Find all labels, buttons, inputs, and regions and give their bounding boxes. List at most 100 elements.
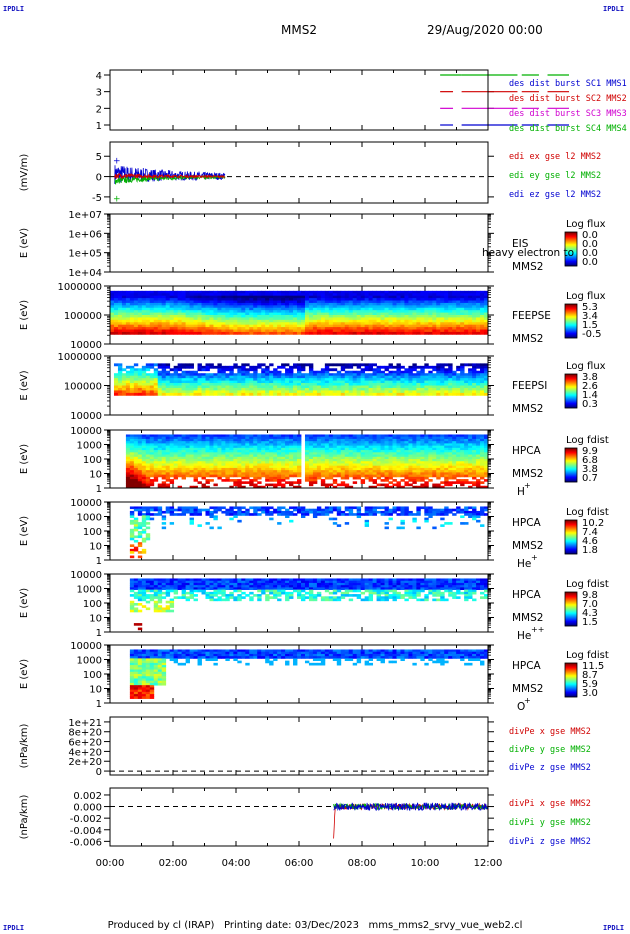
spectro-cell	[257, 443, 262, 447]
spectro-cell	[249, 319, 254, 323]
spectro-cell	[460, 327, 465, 330]
spectro-cell	[348, 310, 354, 313]
spectro-cell	[245, 305, 250, 309]
spectro-cell	[193, 302, 198, 306]
colorbar-cell	[565, 332, 577, 334]
spectro-cell	[269, 445, 274, 449]
spectro-cell	[432, 373, 437, 377]
spectro-cell	[161, 474, 167, 478]
spectro-cell	[428, 322, 433, 326]
spectro-cell	[368, 378, 374, 381]
spectro-cell	[304, 452, 310, 455]
spectro-cell	[145, 312, 151, 316]
spectro-cell	[133, 310, 139, 313]
spectro-cell	[149, 317, 155, 321]
spectro-cell	[110, 312, 115, 316]
spectro-cell	[289, 470, 294, 473]
spectro-cell	[137, 483, 143, 487]
spectro-cell	[217, 363, 222, 367]
spectro-cell	[205, 450, 210, 453]
spectro-cell	[320, 322, 326, 326]
spectro-cell	[376, 319, 381, 323]
spectro-cell	[416, 290, 421, 294]
spectro-cell	[344, 312, 350, 316]
spectro-cell	[265, 293, 270, 297]
spectro-cell	[145, 472, 151, 476]
spectro-cell	[197, 310, 202, 313]
spectro-cell	[133, 305, 139, 309]
spectro-cell	[197, 436, 202, 440]
spectro-cell	[193, 470, 198, 473]
spectro-cell	[110, 317, 115, 321]
spectro-cell	[245, 378, 250, 381]
spectro-cell	[129, 317, 135, 321]
colorbar-cell	[565, 335, 577, 337]
spectro-cell	[245, 459, 250, 462]
spectro-cell	[165, 331, 171, 335]
spectro-cell	[265, 327, 270, 330]
colorbar-frame	[564, 519, 578, 555]
spectro-cell	[113, 305, 119, 309]
spectro-cell	[137, 327, 143, 330]
spectro-cell	[289, 441, 294, 444]
spectro-cell	[364, 298, 370, 301]
spectro-cell	[364, 312, 370, 316]
spectro-cell	[253, 472, 258, 476]
spectro-cell	[253, 293, 258, 297]
spectro-cell	[384, 383, 389, 386]
spectro-cell	[400, 365, 405, 369]
spectro-cell	[205, 459, 210, 462]
spectro-cell	[316, 454, 322, 458]
spectro-cell	[416, 329, 421, 333]
spectro-cell	[285, 305, 290, 309]
spectro-cell	[388, 302, 393, 306]
spectro-cell	[269, 290, 274, 294]
colorbar-cell	[565, 454, 577, 456]
spectro-cell	[277, 331, 282, 335]
spectro-cell	[416, 302, 421, 306]
spectro-cell	[169, 383, 175, 386]
spectro-cell	[297, 436, 302, 440]
spectro-cell	[448, 392, 453, 396]
spectro-cell	[217, 370, 222, 374]
spectro-cell	[237, 481, 242, 484]
spectro-cell	[233, 375, 238, 379]
spectro-cell	[300, 290, 306, 294]
spectro-cell	[372, 310, 377, 313]
spectro-cell	[153, 307, 159, 311]
spectro-cell	[452, 317, 457, 321]
spectro-cell	[229, 302, 234, 306]
spectro-cell	[141, 368, 147, 372]
spectro-cell	[388, 329, 393, 333]
spectro-cell	[153, 315, 159, 318]
spectro-cell	[265, 454, 270, 458]
colorbar-cell	[565, 336, 577, 338]
spectro-cell	[133, 474, 139, 478]
spectro-cell	[277, 383, 282, 386]
spectro-cell	[269, 465, 274, 469]
spectro-cell	[137, 463, 143, 467]
spectro-cell	[261, 485, 266, 489]
spectro-cell	[165, 438, 171, 442]
spectro-cell	[336, 331, 342, 335]
spectro-cell	[300, 375, 306, 379]
spectro-cell	[293, 470, 298, 473]
spectro-cell	[189, 385, 194, 389]
spectro-cell	[340, 302, 346, 306]
spectro-cell	[348, 324, 354, 328]
spectro-cell	[352, 390, 358, 394]
spectro-cell	[388, 322, 393, 326]
spectro-cell	[328, 363, 334, 367]
spectro-cell	[221, 456, 226, 460]
spectro-cell	[173, 380, 179, 384]
spectro-cell	[436, 295, 441, 299]
spectro-cell	[432, 310, 437, 313]
spectro-cell	[221, 445, 226, 449]
spectro-cell	[312, 479, 318, 482]
spectro-cell	[316, 378, 322, 381]
ytick-label: 0.002	[73, 791, 102, 802]
spectro-cell	[420, 290, 425, 294]
spectro-cell	[348, 392, 354, 396]
spectro-cell	[456, 392, 461, 396]
spectro-cell	[320, 368, 326, 372]
